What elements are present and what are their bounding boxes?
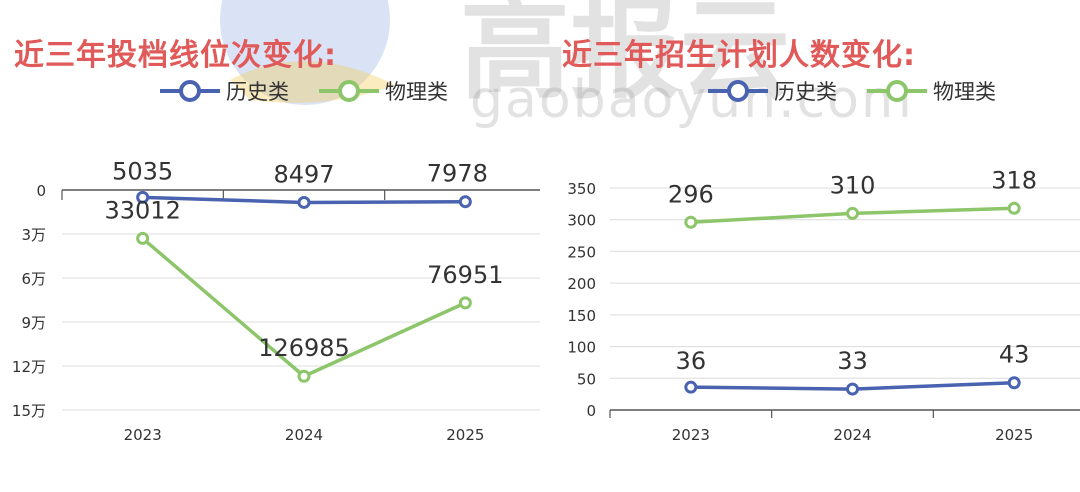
data-point	[458, 195, 472, 209]
y-tick-label: 50	[577, 370, 596, 388]
y-tick-label: 150	[567, 307, 596, 325]
data-label: 318	[991, 166, 1037, 194]
legend-physics-label: 物理类	[933, 80, 996, 104]
data-point	[684, 215, 698, 229]
y-tick-label: 0	[586, 402, 596, 420]
legend-item-physics[interactable]: 物理类	[867, 76, 996, 106]
y-tick-label: 9万	[21, 314, 46, 332]
data-point	[846, 206, 859, 220]
x-tick-label: 2025	[446, 426, 484, 444]
data-label: 296	[668, 180, 714, 208]
x-tick-label: 2024	[833, 426, 871, 444]
data-point	[1007, 376, 1021, 390]
y-tick-label: 350	[567, 180, 596, 198]
x-tick-label: 2023	[672, 426, 710, 444]
legend-physics-marker-icon	[867, 80, 927, 102]
legend-item-history[interactable]: 历史类	[708, 76, 837, 106]
y-tick-label: 12万	[12, 358, 46, 376]
y-tick-label: 300	[567, 212, 596, 230]
data-point	[684, 380, 698, 394]
data-point	[136, 190, 150, 204]
legend-physics-marker-icon	[319, 80, 379, 102]
data-point	[846, 382, 859, 396]
data-point	[136, 231, 150, 245]
legend-item-physics[interactable]: 物理类	[319, 76, 448, 106]
data-point	[1007, 201, 1021, 215]
legend-history-marker-icon	[708, 80, 768, 102]
legend-item-history[interactable]: 历史类	[160, 76, 289, 106]
y-tick-label: 3万	[21, 226, 46, 244]
data-label: 310	[830, 171, 876, 199]
data-label: 5035	[112, 157, 173, 185]
data-label: 7978	[427, 160, 488, 188]
plan-chart-legend: 历史类 物理类	[708, 76, 1026, 106]
data-label: 8497	[273, 160, 334, 188]
legend-history-label: 历史类	[774, 80, 837, 104]
rank-chart-title: 近三年投档线位次变化:	[14, 38, 337, 73]
data-label: 33012	[104, 196, 180, 224]
x-tick-label: 2025	[995, 426, 1033, 444]
data-label: 76951	[427, 261, 503, 289]
y-tick-label: 250	[567, 243, 596, 261]
data-label: 36	[676, 347, 707, 375]
plan-chart-title: 近三年招生计划人数变化:	[562, 38, 916, 73]
legend-history-marker-icon	[160, 80, 220, 102]
rank-chart-legend: 历史类 物理类	[160, 76, 478, 106]
plan-chart-panel: 近三年招生计划人数变化: 历史类 物理类 0 50 100 150 200 250 300 3…	[540, 0, 1080, 492]
y-tick-label: 200	[567, 275, 596, 293]
y-tick-label: 15万	[12, 402, 46, 420]
x-tick-label: 2024	[285, 426, 323, 444]
rank-chart-panel: 近三年投档线位次变化: 历史类 物理类 0 3万 6万 9万 12万 15万 2023 202…	[12, 38, 540, 444]
data-label: 126985	[258, 334, 350, 362]
data-point	[297, 369, 311, 383]
y-tick-label: 100	[567, 339, 596, 357]
plan-line-chart: 0 50 100 150 200 250 300 350 2023 2024 2025 36 33 43 2…	[567, 166, 1080, 444]
legend-physics-label: 物理类	[385, 80, 448, 104]
x-tick-label: 2023	[124, 426, 162, 444]
data-label: 43	[999, 341, 1030, 369]
data-point	[297, 195, 311, 209]
legend-history-label: 历史类	[226, 80, 289, 104]
rank-line-chart: 0 3万 6万 9万 12万 15万 2023 2024 2025 5035 8497 7978 330…	[12, 157, 540, 444]
y-tick-label: 6万	[21, 270, 46, 288]
data-point	[458, 296, 472, 310]
data-label: 33	[837, 347, 868, 375]
y-tick-label: 0	[36, 182, 46, 200]
